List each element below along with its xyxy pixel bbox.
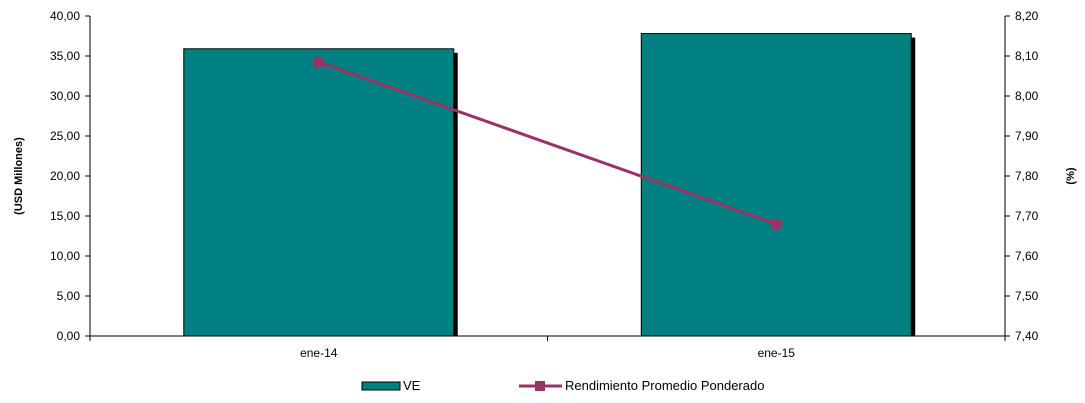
line-point — [771, 219, 782, 229]
y2-tick-label: 7,40 — [1015, 329, 1039, 343]
x-tick-label: ene-15 — [758, 346, 796, 360]
y-axis-title: (USD Millones) — [13, 137, 25, 215]
y-tick-label: 0,00 — [57, 329, 81, 343]
bar — [640, 33, 912, 337]
y-tick-label: 35,00 — [50, 49, 80, 63]
y2-tick-label: 7,50 — [1015, 289, 1039, 303]
legend-label-line: Rendimiento Promedio Ponderado — [565, 378, 764, 393]
y2-tick-label: 8,10 — [1015, 49, 1039, 63]
y-tick-label: 25,00 — [50, 129, 80, 143]
y-tick-label: 20,00 — [50, 169, 80, 183]
y-tick-label: 10,00 — [50, 249, 80, 263]
y-tick-label: 15,00 — [50, 209, 80, 223]
y-tick-label: 40,00 — [50, 9, 80, 23]
y2-axis-title: (%) — [1065, 167, 1077, 184]
y2-tick-label: 8,20 — [1015, 9, 1039, 23]
legend-swatch-marker — [535, 381, 545, 391]
y-tick-label: 5,00 — [57, 289, 81, 303]
legend-label-bar: VE — [403, 378, 421, 393]
y2-tick-label: 7,80 — [1015, 169, 1039, 183]
y2-tick-label: 7,90 — [1015, 129, 1039, 143]
x-tick-label: ene-14 — [300, 346, 338, 360]
y2-tick-label: 8,00 — [1015, 89, 1039, 103]
y-tick-label: 30,00 — [50, 89, 80, 103]
legend-swatch-bar — [361, 381, 401, 391]
series-line — [318, 60, 777, 226]
line-point — [313, 57, 324, 67]
y2-tick-label: 7,70 — [1015, 209, 1039, 223]
bar — [183, 48, 455, 337]
y2-tick-label: 7,60 — [1015, 249, 1039, 263]
